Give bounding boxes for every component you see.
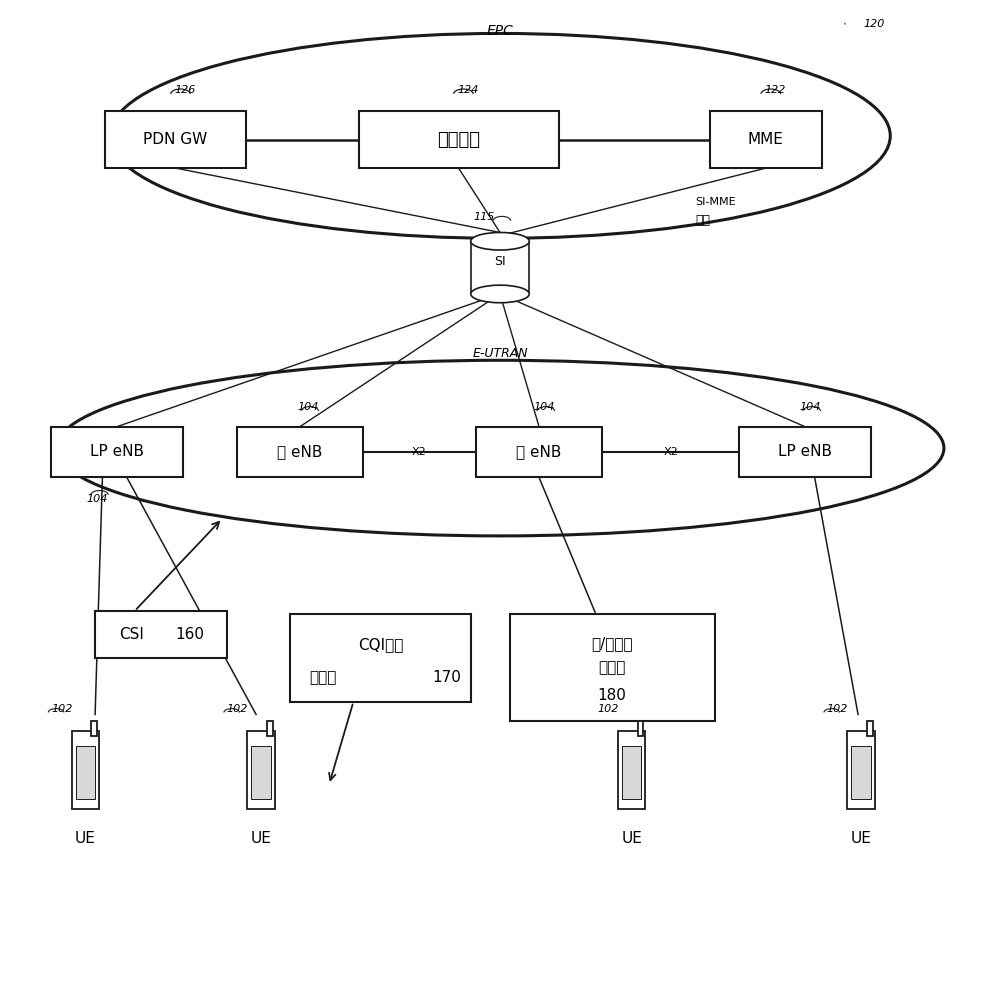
Text: UE: UE (621, 830, 642, 846)
Text: 126: 126 (175, 85, 196, 95)
Text: EPC: EPC (487, 24, 513, 37)
Text: UE: UE (251, 830, 271, 846)
Text: PDN GW: PDN GW (143, 132, 208, 148)
FancyBboxPatch shape (739, 427, 871, 477)
Text: 120: 120 (864, 19, 885, 29)
FancyBboxPatch shape (622, 746, 641, 799)
FancyBboxPatch shape (267, 721, 273, 736)
Text: 104: 104 (87, 494, 108, 504)
FancyBboxPatch shape (476, 427, 602, 477)
FancyBboxPatch shape (359, 111, 559, 168)
Text: 服务网关: 服务网关 (437, 131, 480, 149)
Text: X2: X2 (412, 447, 427, 457)
Text: X2: X2 (663, 447, 678, 457)
Text: 宏 eNB: 宏 eNB (516, 445, 562, 460)
Text: 104: 104 (297, 402, 318, 412)
Text: 180: 180 (598, 688, 627, 703)
FancyBboxPatch shape (51, 427, 183, 477)
Text: 104: 104 (533, 402, 555, 412)
Text: 102: 102 (598, 704, 619, 713)
Text: 124: 124 (458, 85, 479, 95)
Ellipse shape (471, 232, 529, 250)
FancyBboxPatch shape (237, 427, 363, 477)
Text: SI: SI (494, 255, 506, 269)
Text: 102: 102 (51, 704, 73, 713)
Text: 104: 104 (799, 402, 820, 412)
Text: 115: 115 (474, 212, 495, 221)
FancyBboxPatch shape (867, 721, 873, 736)
FancyBboxPatch shape (105, 111, 246, 168)
Text: CSI: CSI (119, 627, 144, 642)
FancyBboxPatch shape (247, 731, 275, 809)
Text: MME: MME (748, 132, 784, 148)
Text: 170: 170 (432, 670, 461, 685)
FancyBboxPatch shape (847, 731, 875, 809)
Text: 102: 102 (827, 704, 848, 713)
FancyBboxPatch shape (638, 721, 643, 736)
FancyBboxPatch shape (72, 731, 99, 809)
FancyBboxPatch shape (76, 746, 95, 799)
Text: LP eNB: LP eNB (90, 445, 144, 460)
FancyBboxPatch shape (618, 731, 645, 809)
Text: 160: 160 (175, 627, 204, 642)
Text: 指示符: 指示符 (599, 660, 626, 675)
Text: 双/单波束: 双/单波束 (591, 637, 633, 651)
Text: E-UTRAN: E-UTRAN (472, 347, 528, 360)
FancyBboxPatch shape (290, 614, 471, 702)
Text: SI-MME: SI-MME (695, 197, 736, 208)
Text: 102: 102 (227, 704, 248, 713)
FancyBboxPatch shape (95, 611, 227, 658)
FancyBboxPatch shape (710, 111, 822, 168)
Text: 链路: 链路 (695, 215, 710, 227)
FancyBboxPatch shape (510, 614, 715, 721)
FancyBboxPatch shape (471, 241, 529, 294)
Text: CQI推导: CQI推导 (358, 638, 403, 652)
Ellipse shape (471, 285, 529, 303)
Text: UE: UE (75, 830, 96, 846)
Text: UE: UE (851, 830, 871, 846)
Text: 指示符: 指示符 (310, 670, 337, 685)
FancyBboxPatch shape (851, 746, 871, 799)
Text: 宏 eNB: 宏 eNB (277, 445, 323, 460)
FancyBboxPatch shape (251, 746, 271, 799)
Text: LP eNB: LP eNB (778, 445, 832, 460)
FancyBboxPatch shape (91, 721, 97, 736)
Text: 122: 122 (765, 85, 786, 95)
